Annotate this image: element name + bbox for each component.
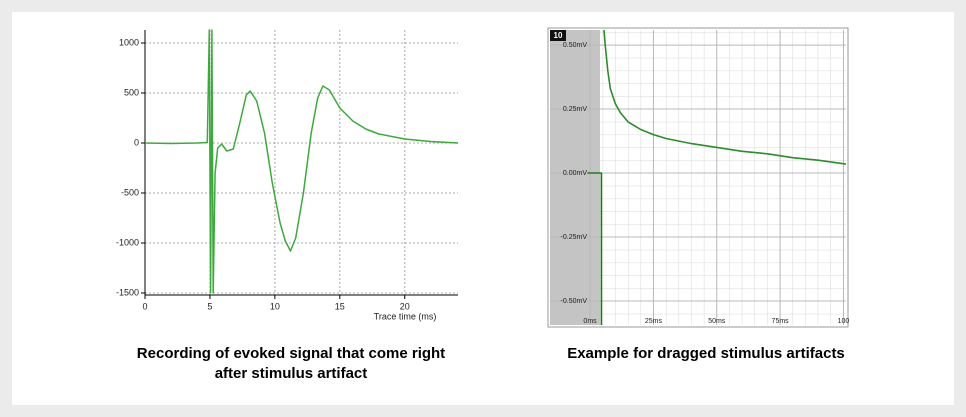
x-tick-label: 100 <box>838 318 850 325</box>
x-tick-label: 0 <box>142 301 147 311</box>
x-tick-label: 10 <box>270 301 280 311</box>
x-tick-label: 75ms <box>772 318 790 325</box>
x-tick-label: 15 <box>335 301 345 311</box>
x-axis-label: Trace time (ms) <box>374 311 437 321</box>
y-tick-label: -1000 <box>116 237 139 247</box>
y-tick-label: 0 <box>134 137 139 147</box>
series-line <box>587 172 603 325</box>
y-tick-label: 0.50mV <box>563 42 587 49</box>
caption-line-1: Recording of evoked signal that come rig… <box>137 345 445 362</box>
stimulus-region <box>550 30 600 325</box>
y-tick-label: -500 <box>121 187 139 197</box>
x-tick-label: 25ms <box>645 318 663 325</box>
badge: 10 <box>554 31 563 40</box>
y-tick-label: -0.50mV <box>561 298 588 305</box>
y-tick-label: 0.00mV <box>563 170 587 177</box>
x-tick-label: 0ms <box>583 318 597 325</box>
caption: Example for dragged stimulus artifacts <box>567 345 845 362</box>
y-tick-label: -0.25mV <box>561 234 588 241</box>
series-line <box>144 29 459 294</box>
badge-box <box>550 30 566 41</box>
x-tick-label: 50ms <box>708 318 726 325</box>
y-tick-label: 1000 <box>119 37 139 47</box>
y-tick-label: 500 <box>124 87 139 97</box>
y-tick-label: -1500 <box>116 287 139 297</box>
caption-line-2: after stimulus artifact <box>215 365 368 382</box>
series-line <box>603 29 847 165</box>
x-tick-label: 5 <box>207 301 212 311</box>
y-tick-label: 0.25mV <box>563 106 587 113</box>
x-tick-label: 20 <box>400 301 410 311</box>
plot-area <box>145 30 458 295</box>
